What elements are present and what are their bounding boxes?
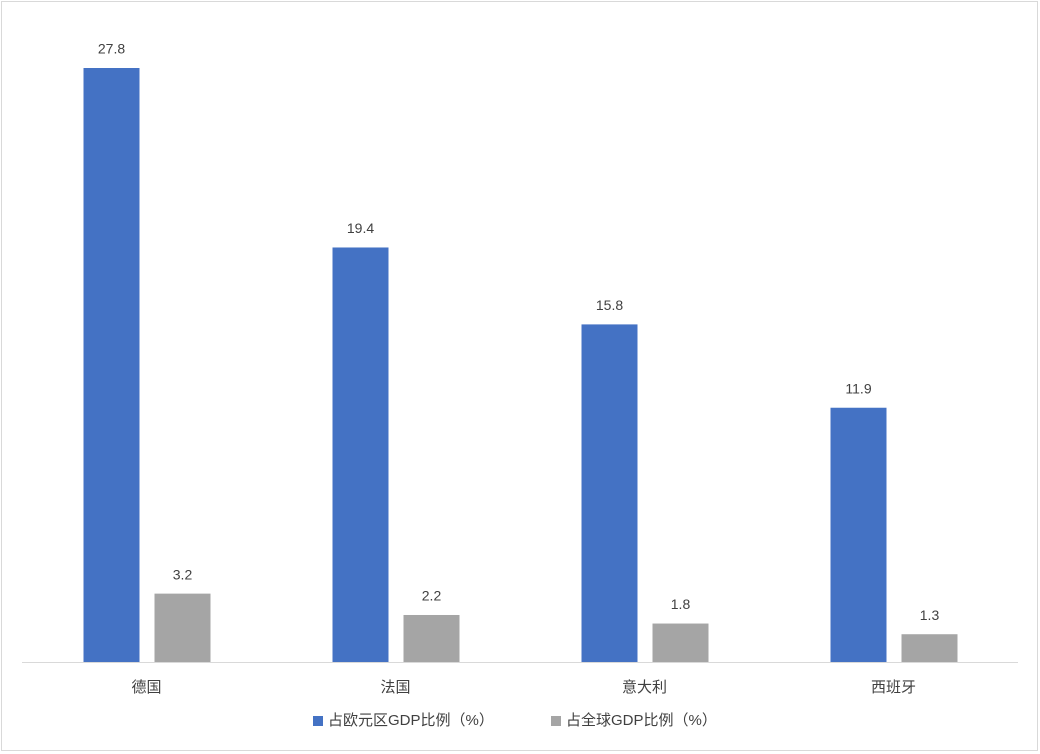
data-label: 1.3: [920, 607, 940, 623]
legend-label: 占欧元区GDP比例（%）: [328, 712, 494, 729]
bar: [830, 407, 887, 662]
data-label: 1.8: [671, 596, 691, 612]
legend-swatch: [551, 716, 561, 726]
data-label: 19.4: [347, 220, 374, 236]
data-label: 3.2: [173, 566, 193, 582]
data-label: 27.8: [98, 41, 125, 57]
x-tick-label: 西班牙: [871, 679, 916, 696]
bar: [652, 623, 709, 662]
x-tick-label: 意大利: [622, 678, 667, 696]
data-label: 11.9: [845, 380, 871, 396]
data-label: 15.8: [596, 297, 623, 313]
bar: [83, 68, 140, 662]
data-label: 2.2: [422, 588, 442, 604]
x-tick-label: 德国: [131, 678, 161, 696]
legend-label: 占全球GDP比例（%）: [566, 711, 717, 729]
legend-swatch: [313, 716, 323, 726]
bar: [154, 593, 211, 662]
x-tick-label: 法国: [380, 679, 410, 696]
bar: [403, 614, 460, 662]
bar: [901, 634, 958, 662]
bar: [581, 324, 638, 662]
bar: [332, 247, 389, 663]
